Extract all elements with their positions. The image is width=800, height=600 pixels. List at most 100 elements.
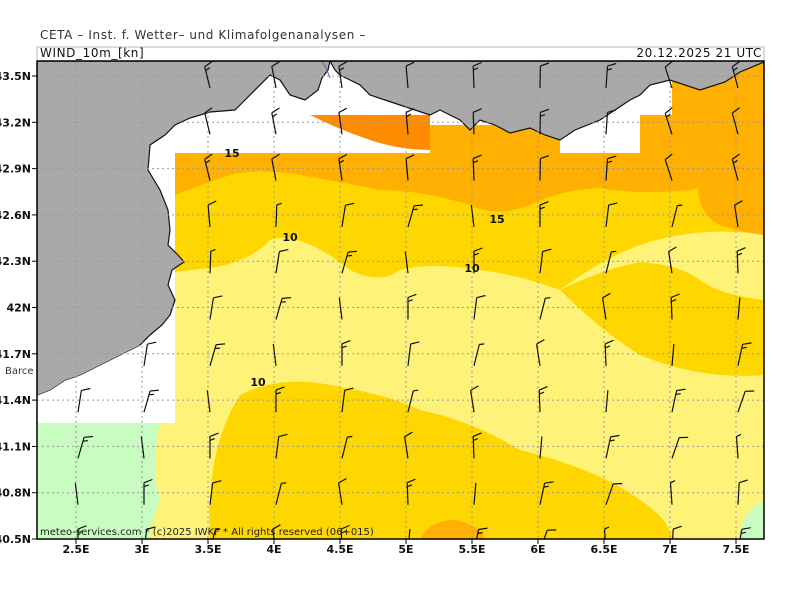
wind-barb: [275, 386, 285, 413]
wind-barb: [473, 294, 486, 320]
wind-barb: [404, 251, 409, 274]
wind-barb: [664, 107, 673, 135]
wind-barb: [671, 388, 686, 413]
wind-barb: [405, 154, 415, 181]
lat-tick-label: 40.8N: [0, 487, 31, 500]
wind-barb: [407, 293, 417, 320]
wind-barb: [605, 483, 623, 505]
wind-barb: [275, 433, 288, 459]
lat-tick-label: 41.7N: [0, 348, 31, 361]
wind-barb: [275, 482, 287, 505]
wind-barb: [539, 481, 554, 505]
lat-tick-label: 42.9N: [0, 163, 31, 176]
band-10-15kn-east: [560, 262, 764, 376]
river: [321, 61, 331, 79]
lon-tick-label: 6.5E: [590, 543, 617, 556]
land-mass-east: [329, 61, 764, 141]
wind-barb: [671, 436, 689, 459]
wind-barb: [538, 386, 548, 413]
wind-barb: [212, 528, 221, 539]
tick-marks: [32, 75, 737, 544]
wind-barb: [209, 295, 223, 320]
wind-barb: [74, 482, 79, 505]
lat-tick-label: 42.3N: [0, 255, 31, 268]
wind-barb: [735, 433, 742, 459]
wind-barb: [539, 201, 549, 227]
wind-barb: [731, 153, 740, 181]
wind-barb: [472, 108, 482, 135]
lon-tick-label: 5E: [398, 543, 413, 556]
latitude-labels: 43.5N 43.2N 42.9N 42.6N 42.3N 42N 41.7N 41.4N 41…: [0, 70, 31, 546]
wind-barb: [341, 202, 355, 227]
wind-barb: [737, 297, 741, 320]
wind-barb: [272, 524, 281, 539]
lon-tick-label: 4E: [266, 543, 281, 556]
wind-barb: [271, 107, 280, 135]
wind-barb: [539, 297, 551, 320]
wind-barb: [204, 153, 213, 181]
lon-tick-label: 6E: [530, 543, 545, 556]
valid-time: 20.12.2025 21 UTC: [636, 46, 762, 60]
wind-barb: [737, 479, 748, 505]
wind-barb: [473, 482, 477, 505]
wind-barb: [271, 153, 280, 181]
wind-barb: [204, 107, 213, 135]
wind-barb: [473, 247, 483, 274]
wind-barb: [407, 204, 424, 228]
lat-tick-label: 43.2N: [0, 116, 31, 129]
wind-barb: [341, 387, 354, 413]
wind-barb: [671, 343, 675, 366]
band-lt5kn-se: [739, 500, 764, 539]
wind-barb: [737, 342, 752, 366]
wind-barb: [407, 389, 419, 413]
wind-barb: [539, 248, 552, 274]
wind-barb: [472, 61, 482, 89]
wind-barb: [543, 529, 557, 539]
wind-barb: [664, 61, 673, 89]
wind-barb: [405, 107, 415, 135]
wind-barb: [604, 339, 614, 366]
header-box: [36, 46, 765, 62]
wind-barb: [207, 200, 217, 227]
lon-tick-label: 7.5E: [722, 543, 749, 556]
wind-barb: [405, 61, 415, 89]
lat-tick-label: 40.5N: [0, 533, 31, 546]
band-15-20kn: [175, 61, 764, 212]
wind-barb: [668, 246, 677, 274]
wind-barb: [605, 202, 618, 227]
wind-barb: [731, 107, 740, 135]
lon-tick-label: 7E: [662, 543, 677, 556]
wind-barb: [473, 343, 485, 366]
wind-barb: [539, 155, 550, 181]
wind-barb: [672, 525, 682, 539]
contour-label: 10: [464, 262, 480, 275]
wind-barb: [275, 249, 289, 274]
wind-barb: [143, 389, 160, 413]
wind-barb: [539, 108, 550, 135]
wind-barb: [472, 154, 482, 181]
wind-barb: [539, 62, 550, 89]
lat-tick-label: 42.6N: [0, 209, 31, 222]
wind-barb: [271, 61, 280, 89]
wind-barb: [737, 390, 755, 413]
wind-barb: [408, 529, 411, 539]
wind-barb: [407, 341, 420, 366]
band-10-15kn-south: [209, 381, 672, 539]
wind-barb: [341, 435, 353, 459]
wind-barb: [143, 478, 153, 505]
wind-barb: [736, 247, 746, 274]
lat-tick-label: 42N: [6, 302, 31, 315]
wind-barb: [144, 526, 156, 539]
band-gt20kn-south: [420, 520, 485, 539]
lon-tick-label: 3E: [134, 543, 149, 556]
lon-tick-label: 2.5E: [62, 543, 89, 556]
wind-barb: [272, 343, 277, 366]
contour-label: 10: [250, 376, 266, 389]
wind-barb: [204, 61, 213, 89]
place-label-barcelona: Barce: [5, 366, 34, 377]
wind-barb: [605, 155, 617, 181]
wind-barb: [406, 478, 416, 505]
wind-barb: [475, 527, 488, 539]
wind-barb: [669, 480, 676, 505]
